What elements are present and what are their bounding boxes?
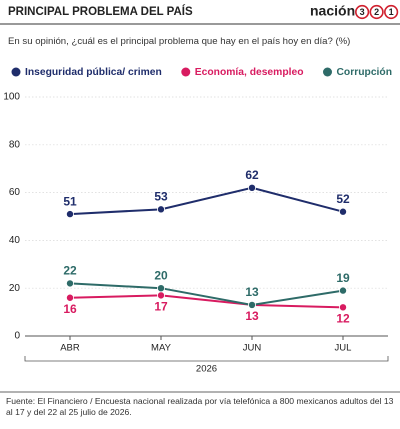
logo-name: nación	[310, 3, 355, 19]
data-point	[338, 207, 347, 216]
data-label: 19	[336, 271, 350, 285]
x-axis-label: 2026	[196, 364, 217, 375]
data-point	[66, 293, 75, 302]
x-tick-label: ABR	[60, 343, 80, 354]
data-label: 12	[336, 311, 350, 325]
source-note: Fuente: El Financiero / Encuesta naciona…	[6, 396, 394, 417]
legend-label: Corrupción	[337, 67, 393, 78]
data-label: 16	[63, 302, 77, 316]
data-label: 51	[63, 194, 77, 208]
y-tick-label: 20	[9, 283, 21, 294]
legend-marker	[323, 67, 332, 77]
logo-digit: 3	[360, 7, 365, 17]
y-tick-label: 0	[14, 331, 20, 342]
series-line	[69, 186, 344, 216]
source-box: Fuente: El Financiero / Encuesta naciona…	[6, 396, 394, 417]
x-tick-label: JUL	[335, 343, 352, 354]
series-line	[69, 294, 344, 309]
logo-digit-circle	[355, 4, 370, 20]
data-label: 20	[154, 268, 168, 282]
data-point	[156, 284, 165, 293]
data-point	[66, 210, 75, 219]
x-tick-label: MAY	[151, 343, 172, 354]
data-label: 22	[63, 264, 77, 278]
y-tick-label: 60	[9, 187, 21, 198]
logo-digit-circle	[384, 4, 399, 20]
data-point	[247, 183, 256, 192]
series-line	[69, 282, 344, 306]
x-tick-label: JUN	[243, 343, 262, 354]
y-tick-label: 100	[3, 92, 20, 103]
legend-marker	[11, 67, 21, 77]
subtitle-box: En su opinión, ¿cuál es el principal pro…	[8, 36, 351, 47]
data-point	[247, 300, 256, 309]
data-label: 52	[336, 192, 350, 206]
data-point	[156, 291, 165, 300]
data-label: 13	[245, 285, 259, 299]
legend-label: Inseguridad pública/ crimen	[25, 67, 162, 78]
legend-label: Economía, desempleo	[195, 67, 304, 78]
chart-subtitle: En su opinión, ¿cuál es el principal pro…	[8, 36, 351, 47]
chart-title: PRINCIPAL PROBLEMA DEL PAÍS	[8, 5, 193, 18]
data-label: 13	[245, 309, 259, 323]
data-label: 53	[154, 190, 168, 204]
logo-digit: 1	[389, 7, 394, 17]
x-group-bracket	[24, 356, 389, 362]
data-point	[156, 205, 165, 214]
legend-marker	[181, 67, 191, 77]
logo-digit: 2	[374, 7, 379, 17]
data-point	[338, 303, 347, 312]
data-point	[338, 286, 347, 295]
data-label: 62	[245, 168, 259, 182]
data-label: 17	[154, 300, 168, 314]
data-point	[66, 279, 75, 288]
y-tick-label: 80	[9, 139, 21, 150]
logo-digit-circle	[369, 4, 384, 20]
y-tick-label: 40	[9, 235, 21, 246]
